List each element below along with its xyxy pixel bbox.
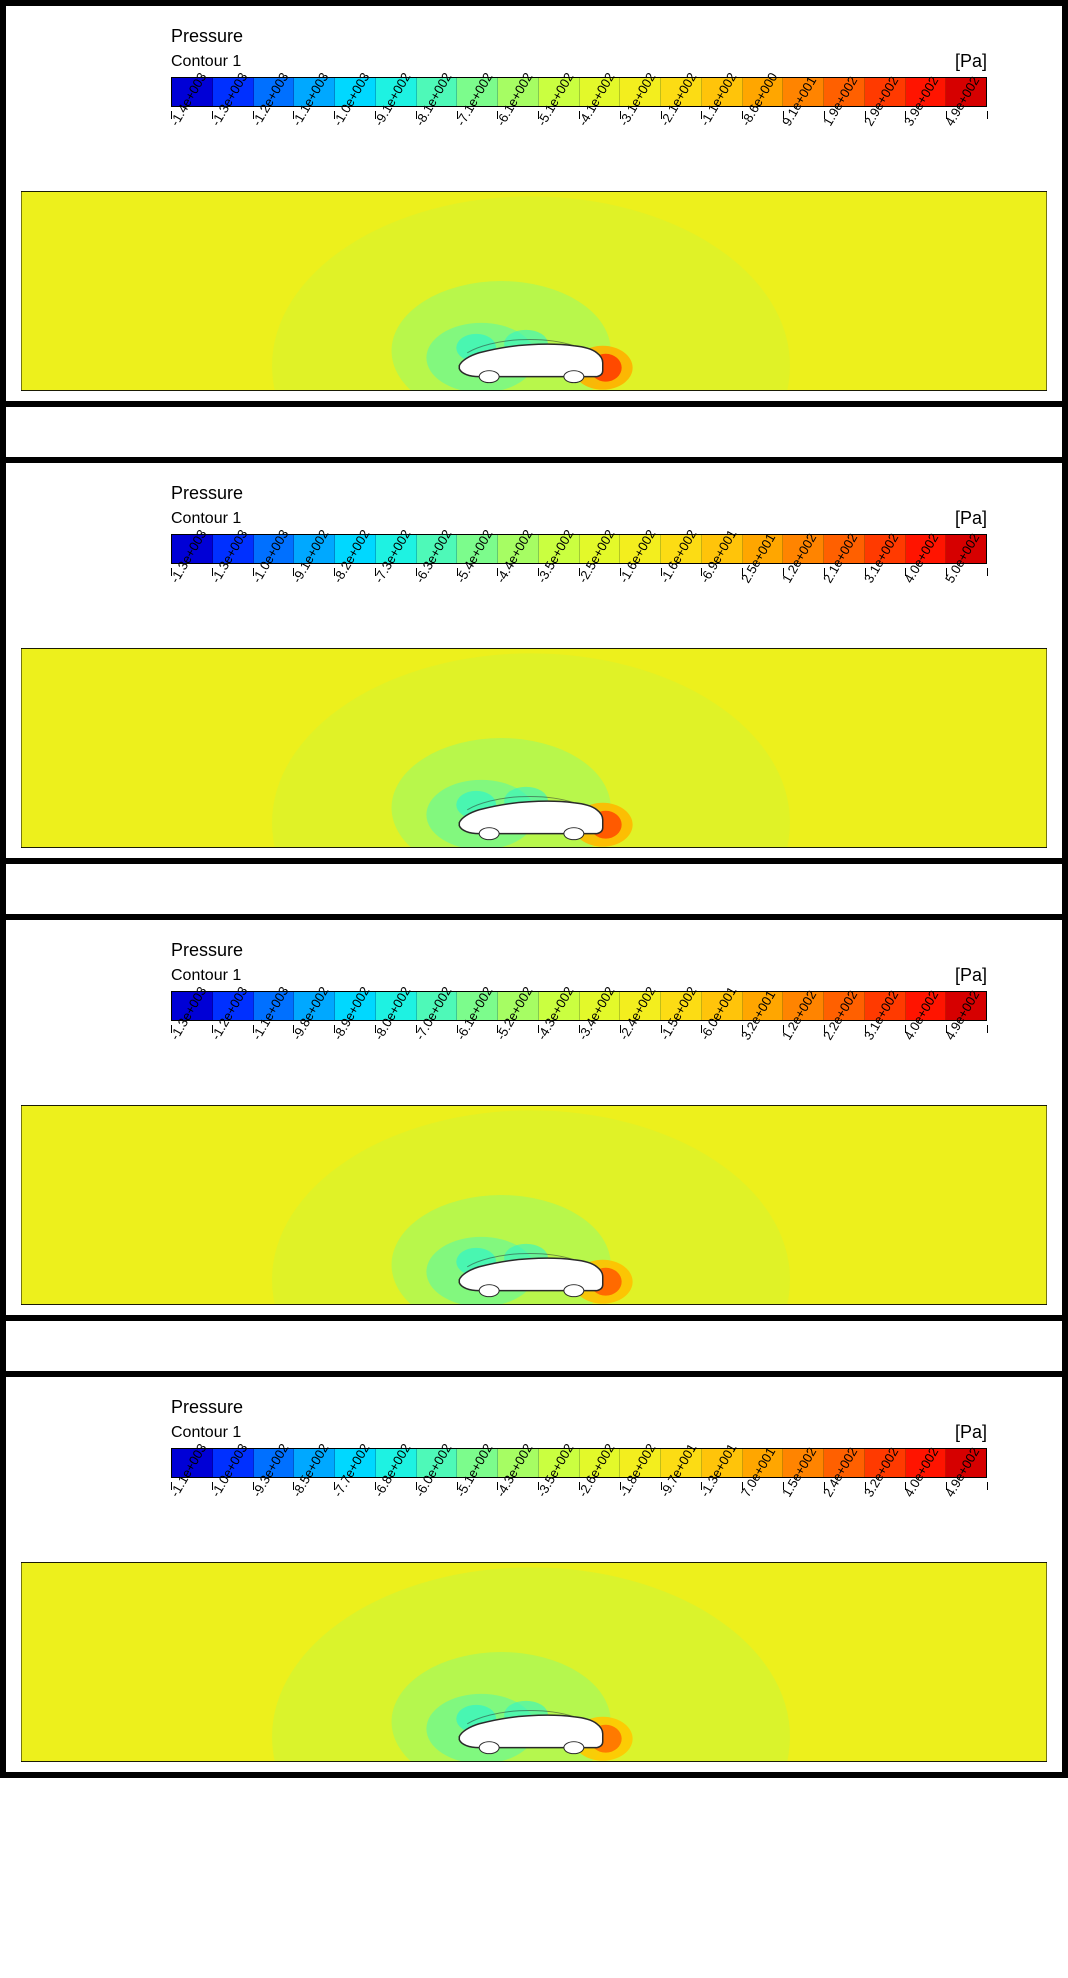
contour-panel-2: Pressure Contour 1 [Pa] -1.3e+003-1.2e+003-… (0, 914, 1068, 1321)
contour-panel-0: Pressure Contour 1 [Pa] -1.4e+003-1.3e+003-… (0, 0, 1068, 407)
colorbar (171, 1448, 987, 1478)
unit-label: [Pa] (955, 51, 987, 72)
pressure-contour-plot (21, 1562, 1047, 1762)
contour-svg (21, 1562, 1047, 1762)
colorbar-wrap: -1.1e+003-1.0e+003-9.3e+002-8.5e+002-7.7… (171, 1448, 987, 1552)
colorbar-ticks: -1.1e+003-1.0e+003-9.3e+002-8.5e+002-7.7… (171, 1482, 987, 1552)
contour-svg (21, 648, 1047, 848)
colorbar-ticks: -1.3e+003-1.2e+003-1.1e+003-9.8e+002-8.9… (171, 1025, 987, 1095)
panel-spacer (0, 864, 1068, 914)
colorbar (171, 534, 987, 564)
contour-svg (21, 191, 1047, 391)
panel-header: Pressure Contour 1 [Pa] (171, 26, 987, 72)
panel-spacer (0, 407, 1068, 457)
colorbar-wrap: -1.4e+003-1.3e+003-1.2e+003-1.1e+003-1.0… (171, 77, 987, 181)
unit-label: [Pa] (955, 1422, 987, 1443)
panel-header: Pressure Contour 1 [Pa] (171, 1397, 987, 1443)
contour-panel-1: Pressure Contour 1 [Pa] -1.3e+003-1.3e+003-… (0, 457, 1068, 864)
contour-subtitle: Contour 1 (171, 510, 243, 528)
wheel-front (479, 1742, 499, 1754)
panel-header: Pressure Contour 1 [Pa] (171, 483, 987, 529)
pressure-contour-plot (21, 1105, 1047, 1305)
contour-panel-3: Pressure Contour 1 [Pa] -1.1e+003-1.0e+003-… (0, 1371, 1068, 1778)
colorbar (171, 77, 987, 107)
wheel-front (479, 1285, 499, 1297)
pressure-title: Pressure (171, 26, 243, 47)
colorbar-wrap: -1.3e+003-1.3e+003-1.0e+003-9.1e+002-8.2… (171, 534, 987, 638)
wheel-front (479, 371, 499, 383)
contour-subtitle: Contour 1 (171, 1424, 243, 1442)
colorbar (171, 991, 987, 1021)
pressure-title: Pressure (171, 940, 243, 961)
unit-label: [Pa] (955, 508, 987, 529)
wheel-rear (564, 1285, 584, 1297)
contour-subtitle: Contour 1 (171, 967, 243, 985)
panel-header: Pressure Contour 1 [Pa] (171, 940, 987, 986)
panel-spacer (0, 1321, 1068, 1371)
pressure-contour-plot (21, 648, 1047, 848)
colorbar-ticks: -1.3e+003-1.3e+003-1.0e+003-9.1e+002-8.2… (171, 568, 987, 638)
colorbar-wrap: -1.3e+003-1.2e+003-1.1e+003-9.8e+002-8.9… (171, 991, 987, 1095)
pressure-title: Pressure (171, 1397, 243, 1418)
colorbar-ticks: -1.4e+003-1.3e+003-1.2e+003-1.1e+003-1.0… (171, 111, 987, 181)
contour-subtitle: Contour 1 (171, 53, 243, 71)
pressure-contour-plot (21, 191, 1047, 391)
pressure-title: Pressure (171, 483, 243, 504)
wheel-front (479, 828, 499, 840)
wheel-rear (564, 828, 584, 840)
contour-svg (21, 1105, 1047, 1305)
wheel-rear (564, 371, 584, 383)
wheel-rear (564, 1742, 584, 1754)
unit-label: [Pa] (955, 965, 987, 986)
